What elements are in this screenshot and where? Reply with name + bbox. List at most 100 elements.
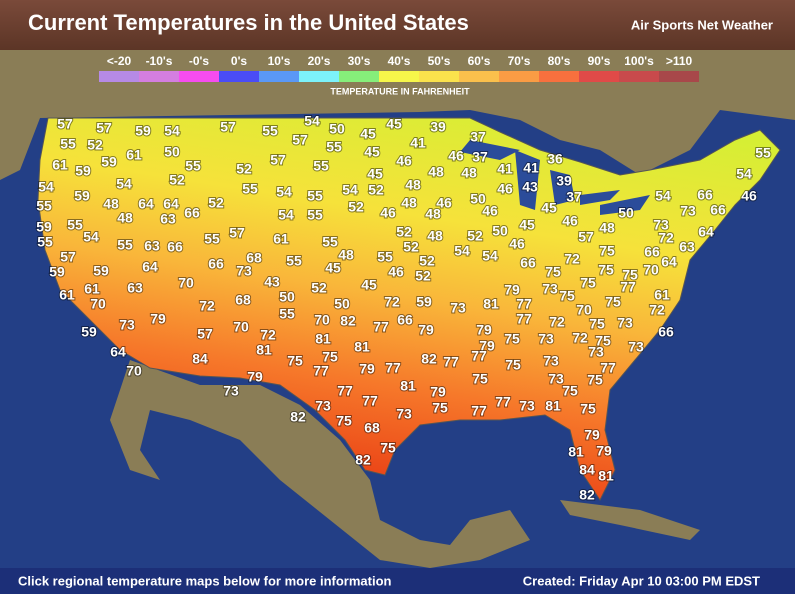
- temperature: 70: [643, 262, 659, 278]
- temperature: 66: [184, 205, 200, 221]
- temperature: 82: [340, 313, 356, 329]
- temperature: 48: [401, 195, 417, 211]
- temperature: 45: [386, 116, 402, 132]
- temperature: 57: [96, 120, 112, 136]
- temperature: 52: [208, 195, 224, 211]
- temperature: 64: [698, 224, 714, 240]
- temperature: 77: [362, 393, 378, 409]
- temperature: 64: [110, 344, 126, 360]
- title: Current Temperatures in the United State…: [28, 10, 469, 35]
- temperature: 77: [373, 319, 389, 335]
- temperature: 75: [336, 413, 352, 429]
- temperature: 63: [127, 280, 143, 296]
- footer-link[interactable]: Click regional temperature maps below fo…: [18, 573, 392, 588]
- temperature: 81: [256, 342, 272, 358]
- legend-label: -10's: [146, 54, 173, 68]
- temperature: 50: [279, 289, 295, 305]
- temperature: 54: [482, 248, 498, 264]
- temperature: 79: [430, 384, 446, 400]
- temperature: 50: [492, 223, 508, 239]
- temperature: 73: [653, 217, 669, 233]
- temperature: 55: [117, 237, 133, 253]
- temperature: 75: [605, 294, 621, 310]
- temperature: 54: [342, 182, 358, 198]
- temperature: 57: [220, 119, 236, 135]
- legend-label: >110: [666, 54, 693, 68]
- temperature: 77: [600, 360, 616, 376]
- temperature: 45: [361, 277, 377, 293]
- temperature: 75: [504, 331, 520, 347]
- temperature: 79: [418, 322, 434, 338]
- temperature: 75: [598, 262, 614, 278]
- temperature: 82: [290, 409, 306, 425]
- temperature: 48: [405, 177, 421, 193]
- temperature: 45: [360, 126, 376, 142]
- temperature: 81: [483, 296, 499, 312]
- temperature: 55: [313, 158, 329, 174]
- legend-label: 20's: [308, 54, 331, 68]
- temperature: 73: [519, 398, 535, 414]
- temperature: 70: [178, 275, 194, 291]
- temperature: 75: [595, 333, 611, 349]
- temperature: 61: [84, 281, 100, 297]
- temperature: 66: [697, 187, 713, 203]
- footer-bar: [0, 568, 795, 594]
- temperature: 52: [348, 199, 364, 215]
- legend-swatch: [579, 71, 619, 82]
- temperature: 72: [572, 330, 588, 346]
- temperature: 72: [199, 298, 215, 314]
- temperature: 75: [580, 401, 596, 417]
- temperature: 77: [313, 363, 329, 379]
- legend-swatch: [379, 71, 419, 82]
- legend-swatch: [659, 71, 699, 82]
- temperature: 59: [416, 294, 432, 310]
- temperature: 48: [428, 164, 444, 180]
- temperature: 64: [163, 196, 179, 212]
- temperature: 84: [192, 351, 208, 367]
- temperature: 41: [497, 161, 513, 177]
- temperature: 81: [315, 331, 331, 347]
- temperature: 73: [119, 317, 135, 333]
- legend-swatch: [459, 71, 499, 82]
- temperature: 59: [49, 264, 65, 280]
- temperature: 73: [628, 339, 644, 355]
- temperature: 54: [276, 184, 292, 200]
- temperature: 50: [470, 191, 486, 207]
- temperature: 72: [649, 302, 665, 318]
- temperature: 66: [658, 324, 674, 340]
- legend-swatch: [219, 71, 259, 82]
- temperature: 66: [167, 239, 183, 255]
- temperature: 77: [471, 348, 487, 364]
- temperature: 66: [397, 312, 413, 328]
- temperature: 82: [579, 487, 595, 503]
- legend-label: 10's: [268, 54, 291, 68]
- temperature: 52: [87, 137, 103, 153]
- temperature: 63: [144, 238, 160, 254]
- temperature: 55: [67, 217, 83, 233]
- temperature: 73: [680, 203, 696, 219]
- temperature: 77: [443, 354, 459, 370]
- temperature: 57: [578, 229, 594, 245]
- temperature: 52: [236, 161, 252, 177]
- temperature: 75: [559, 288, 575, 304]
- temperature: 73: [617, 315, 633, 331]
- temperature: 77: [516, 296, 532, 312]
- temperature: 73: [236, 263, 252, 279]
- temperature: 39: [430, 119, 446, 135]
- temperature: 54: [304, 113, 320, 129]
- temperature: 63: [679, 239, 695, 255]
- temperature: 45: [367, 166, 383, 182]
- temperature: 46: [396, 153, 412, 169]
- temperature: 75: [505, 357, 521, 373]
- temperature: 46: [497, 181, 513, 197]
- temperature: 39: [556, 173, 572, 189]
- temperature: 59: [75, 163, 91, 179]
- legend: <-20 -10's -0's 0's 10's 20's 30's 40's 50's 60's…: [99, 54, 699, 82]
- legend-swatch: [179, 71, 219, 82]
- temperature: 66: [520, 255, 536, 271]
- legend-swatch: [99, 71, 139, 82]
- temperature: 55: [37, 234, 53, 250]
- legend-label: 0's: [231, 54, 248, 68]
- temperature: 54: [83, 229, 99, 245]
- temperature: 72: [564, 251, 580, 267]
